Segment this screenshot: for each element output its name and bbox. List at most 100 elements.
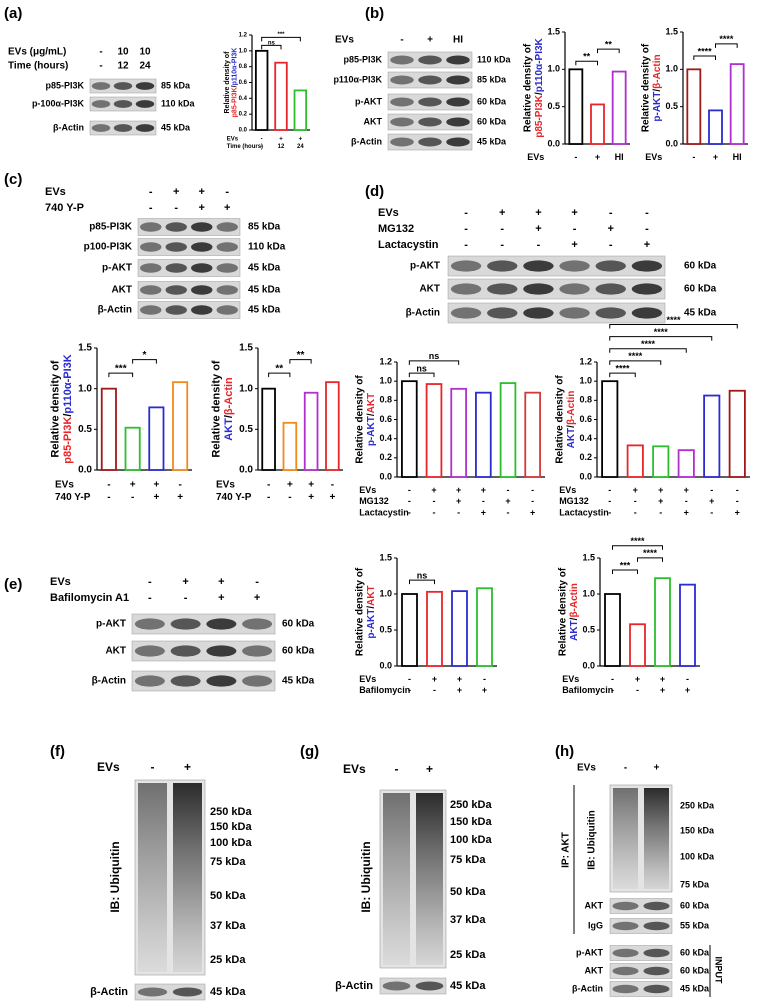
significance-bracket <box>575 60 598 66</box>
y-label-part: / <box>231 85 238 87</box>
condition-mark: - <box>574 152 577 162</box>
condition-mark: + <box>182 576 188 588</box>
blot-band <box>450 307 482 319</box>
blot-band <box>487 260 518 272</box>
blot-band <box>446 75 470 85</box>
significance-bracket <box>268 372 291 378</box>
y-tick-label: 1.0 <box>239 48 248 54</box>
y-label-part: / <box>569 617 580 620</box>
condition-label: EVs <box>335 35 354 46</box>
condition-mark: - <box>99 61 102 72</box>
condition-mark: + <box>426 762 433 776</box>
blot-band <box>191 305 213 315</box>
protein-label: β-Actin <box>98 305 132 316</box>
blot-strip <box>137 301 241 319</box>
condition-mark: + <box>530 507 535 517</box>
ubiquitin-smear <box>416 793 443 965</box>
condition-mark: + <box>431 485 436 495</box>
blot-band <box>487 283 518 295</box>
protein-label: p-AKT <box>96 619 126 630</box>
y-label-part: / <box>223 415 235 418</box>
blot-band <box>390 97 414 107</box>
bar <box>654 577 671 667</box>
condition-mark: 24 <box>297 144 304 150</box>
panel-label: (h) <box>555 743 574 760</box>
blot-band <box>242 675 273 687</box>
y-axis-label: Relative density of <box>354 375 365 464</box>
y-tick-label: 1.5 <box>582 552 595 562</box>
y-axis-label: p85-PI3K/p110α-PI3K <box>534 37 545 137</box>
size-label: 60 kDa <box>477 116 507 126</box>
condition-mark: - <box>225 186 229 198</box>
bar <box>254 49 269 131</box>
blot-band <box>523 283 554 295</box>
blot-band <box>135 124 155 132</box>
ubiquitin-smear <box>173 783 202 972</box>
protein-label: p-AKT <box>102 263 132 274</box>
condition-mark: - <box>151 760 155 774</box>
bar <box>476 587 493 667</box>
protein-label: p-100α-PI3K <box>32 98 85 108</box>
condition-mark: + <box>684 507 689 517</box>
condition-label: EVs <box>527 152 544 162</box>
condition-label: 740 Y-P <box>45 202 84 214</box>
size-label: 45 kDa <box>248 263 281 274</box>
condition-mark: - <box>267 480 270 491</box>
significance-bracket <box>609 348 687 353</box>
size-label: 85 kDa <box>161 80 191 90</box>
protein-label: β-Actin <box>335 980 373 992</box>
protein-label: β-Actin <box>92 676 126 687</box>
blot-band <box>191 242 213 252</box>
condition-mark: + <box>199 202 205 214</box>
condition-mark: - <box>464 223 468 235</box>
y-label-part: β-Actin <box>223 377 235 415</box>
protein-label: p85-PI3K <box>343 54 382 64</box>
condition-mark: HI <box>615 152 624 162</box>
marker-label: 37 kDa <box>210 920 246 932</box>
condition-mark: - <box>659 507 662 517</box>
condition-mark: - <box>288 492 291 503</box>
bar <box>100 387 117 471</box>
bar <box>524 391 541 478</box>
y-tick-label: 0.5 <box>239 424 253 435</box>
condition-mark: - <box>408 507 411 517</box>
significance-label: *** <box>620 560 631 570</box>
significance-bracket <box>609 323 738 329</box>
size-label: 60 kDa <box>680 900 710 910</box>
condition-mark: - <box>408 674 411 684</box>
condition-mark: + <box>153 492 159 503</box>
marker-label: 25 kDa <box>450 949 486 961</box>
protein-label: AKT <box>419 284 440 295</box>
condition-mark: - <box>261 137 263 143</box>
condition-mark: - <box>624 763 627 774</box>
blot-band <box>137 987 168 997</box>
y-tick-label: 0.5 <box>78 424 92 435</box>
blot-band <box>446 97 470 107</box>
condition-mark: + <box>658 496 663 506</box>
significance-label: **** <box>615 363 630 373</box>
size-label: 45 kDa <box>248 285 281 296</box>
condition-mark: - <box>645 207 649 219</box>
y-label-part: Relative density of <box>354 567 365 656</box>
significance-bracket <box>609 336 713 341</box>
blot-band <box>446 117 470 127</box>
blot-band <box>643 966 670 976</box>
blot-band <box>216 305 238 315</box>
y-axis-label: Relative density of <box>224 51 231 114</box>
condition-mark: - <box>611 674 614 684</box>
bar <box>686 68 702 145</box>
blot-band <box>390 117 414 127</box>
panel-label: (f) <box>50 743 65 760</box>
panel-label: (a) <box>4 5 22 22</box>
bar <box>401 380 418 478</box>
blot-band <box>390 137 414 147</box>
condition-mark: + <box>684 485 689 495</box>
blot-band <box>165 285 187 295</box>
condition-mark: + <box>658 485 663 495</box>
blot-band <box>631 283 663 295</box>
y-axis-label: Relative density of <box>554 375 565 464</box>
condition-mark: - <box>148 592 152 604</box>
bar <box>729 63 745 145</box>
y-label-part: p-AKT <box>366 609 377 639</box>
blot-band <box>418 97 442 107</box>
